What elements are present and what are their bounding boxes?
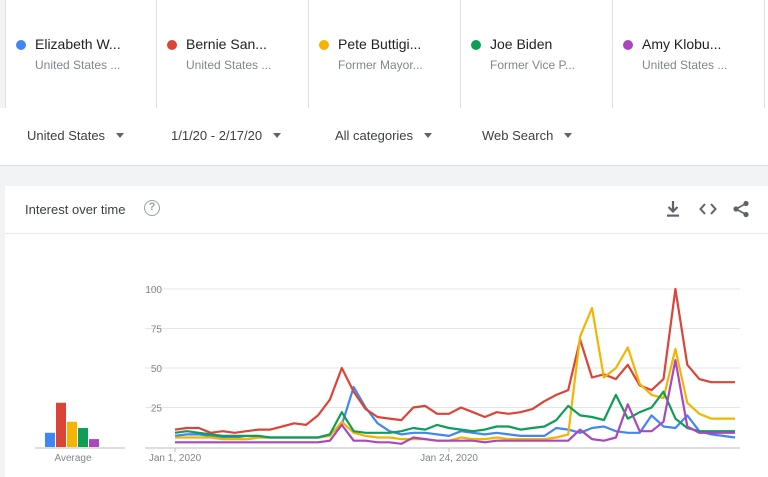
term-name: Joe Biden xyxy=(490,36,553,52)
chevron-down-icon xyxy=(564,133,573,138)
y-tick-label: 50 xyxy=(151,364,163,375)
series-color-dot xyxy=(16,40,26,50)
average-bar xyxy=(78,428,88,447)
x-tick-label: Jan 24, 2020 xyxy=(420,453,478,464)
category-dropdown[interactable]: All categories xyxy=(335,128,433,143)
date-range-dropdown[interactable]: 1/1/20 - 2/17/20 xyxy=(171,128,282,143)
series-line xyxy=(174,287,735,434)
series-color-dot xyxy=(319,40,329,50)
average-bar xyxy=(67,421,77,447)
term-name: Pete Buttigi... xyxy=(338,36,422,52)
region-dropdown[interactable]: United States xyxy=(27,128,125,143)
search-type-label: Web Search xyxy=(482,128,554,143)
term-name: Elizabeth W... xyxy=(35,36,121,52)
download-icon[interactable] xyxy=(665,200,681,218)
y-tick-label: 100 xyxy=(145,285,162,296)
term-subtitle: Former Mayor... xyxy=(338,58,423,72)
average-bar xyxy=(45,432,55,447)
y-tick-label: 25 xyxy=(151,404,163,415)
series-line xyxy=(174,390,735,439)
series-line xyxy=(175,306,735,442)
chevron-down-icon xyxy=(116,133,125,138)
search-type-dropdown[interactable]: Web Search xyxy=(482,128,573,143)
filter-bar: United States 1/1/20 - 2/17/20 All categ… xyxy=(0,108,768,166)
series-color-dot xyxy=(623,40,633,50)
term-card-warren[interactable]: Elizabeth W... United States ... xyxy=(5,0,157,108)
term-subtitle: United States ... xyxy=(35,58,121,72)
average-label: Average xyxy=(54,453,92,464)
series-line xyxy=(175,358,735,445)
comparison-terms-bar: Elizabeth W... United States ... Bernie … xyxy=(5,0,768,109)
help-circle-icon[interactable]: ? xyxy=(144,200,160,216)
date-range-label: 1/1/20 - 2/17/20 xyxy=(171,128,263,143)
term-card-biden[interactable]: Joe Biden Former Vice P... xyxy=(461,0,613,108)
term-card-klobuchar[interactable]: Amy Klobu... United States ... xyxy=(613,0,765,108)
interest-chart: 100 75 50 25 Jan 1, 2020 Jan 24, 2020 Average xyxy=(35,285,740,464)
series-color-dot xyxy=(471,40,481,50)
term-card-buttigieg[interactable]: Pete Buttigi... Former Mayor... xyxy=(309,0,461,108)
term-card-sanders[interactable]: Bernie San... United States ... xyxy=(157,0,309,108)
share-icon[interactable] xyxy=(732,200,750,218)
chevron-down-icon xyxy=(273,133,282,138)
term-subtitle: United States ... xyxy=(186,58,272,72)
region-label: United States xyxy=(27,128,106,143)
card-header: Interest over time ? xyxy=(5,186,768,234)
series-color-dot xyxy=(167,40,177,50)
average-bar xyxy=(56,402,66,447)
term-subtitle: United States ... xyxy=(642,58,728,72)
average-bar xyxy=(89,439,99,447)
embed-code-icon[interactable] xyxy=(698,200,718,218)
interest-over-time-card: Interest over time ? 100 75 50 25 Jan 1, 202… xyxy=(5,186,768,477)
chevron-down-icon xyxy=(424,133,433,138)
card-title: Interest over time xyxy=(25,202,126,217)
category-label: All categories xyxy=(335,128,414,143)
term-subtitle: Former Vice P... xyxy=(490,58,575,72)
term-name: Bernie San... xyxy=(186,36,267,52)
term-name: Amy Klobu... xyxy=(642,36,722,52)
y-tick-label: 75 xyxy=(151,325,163,336)
x-tick-label: Jan 1, 2020 xyxy=(149,453,202,464)
